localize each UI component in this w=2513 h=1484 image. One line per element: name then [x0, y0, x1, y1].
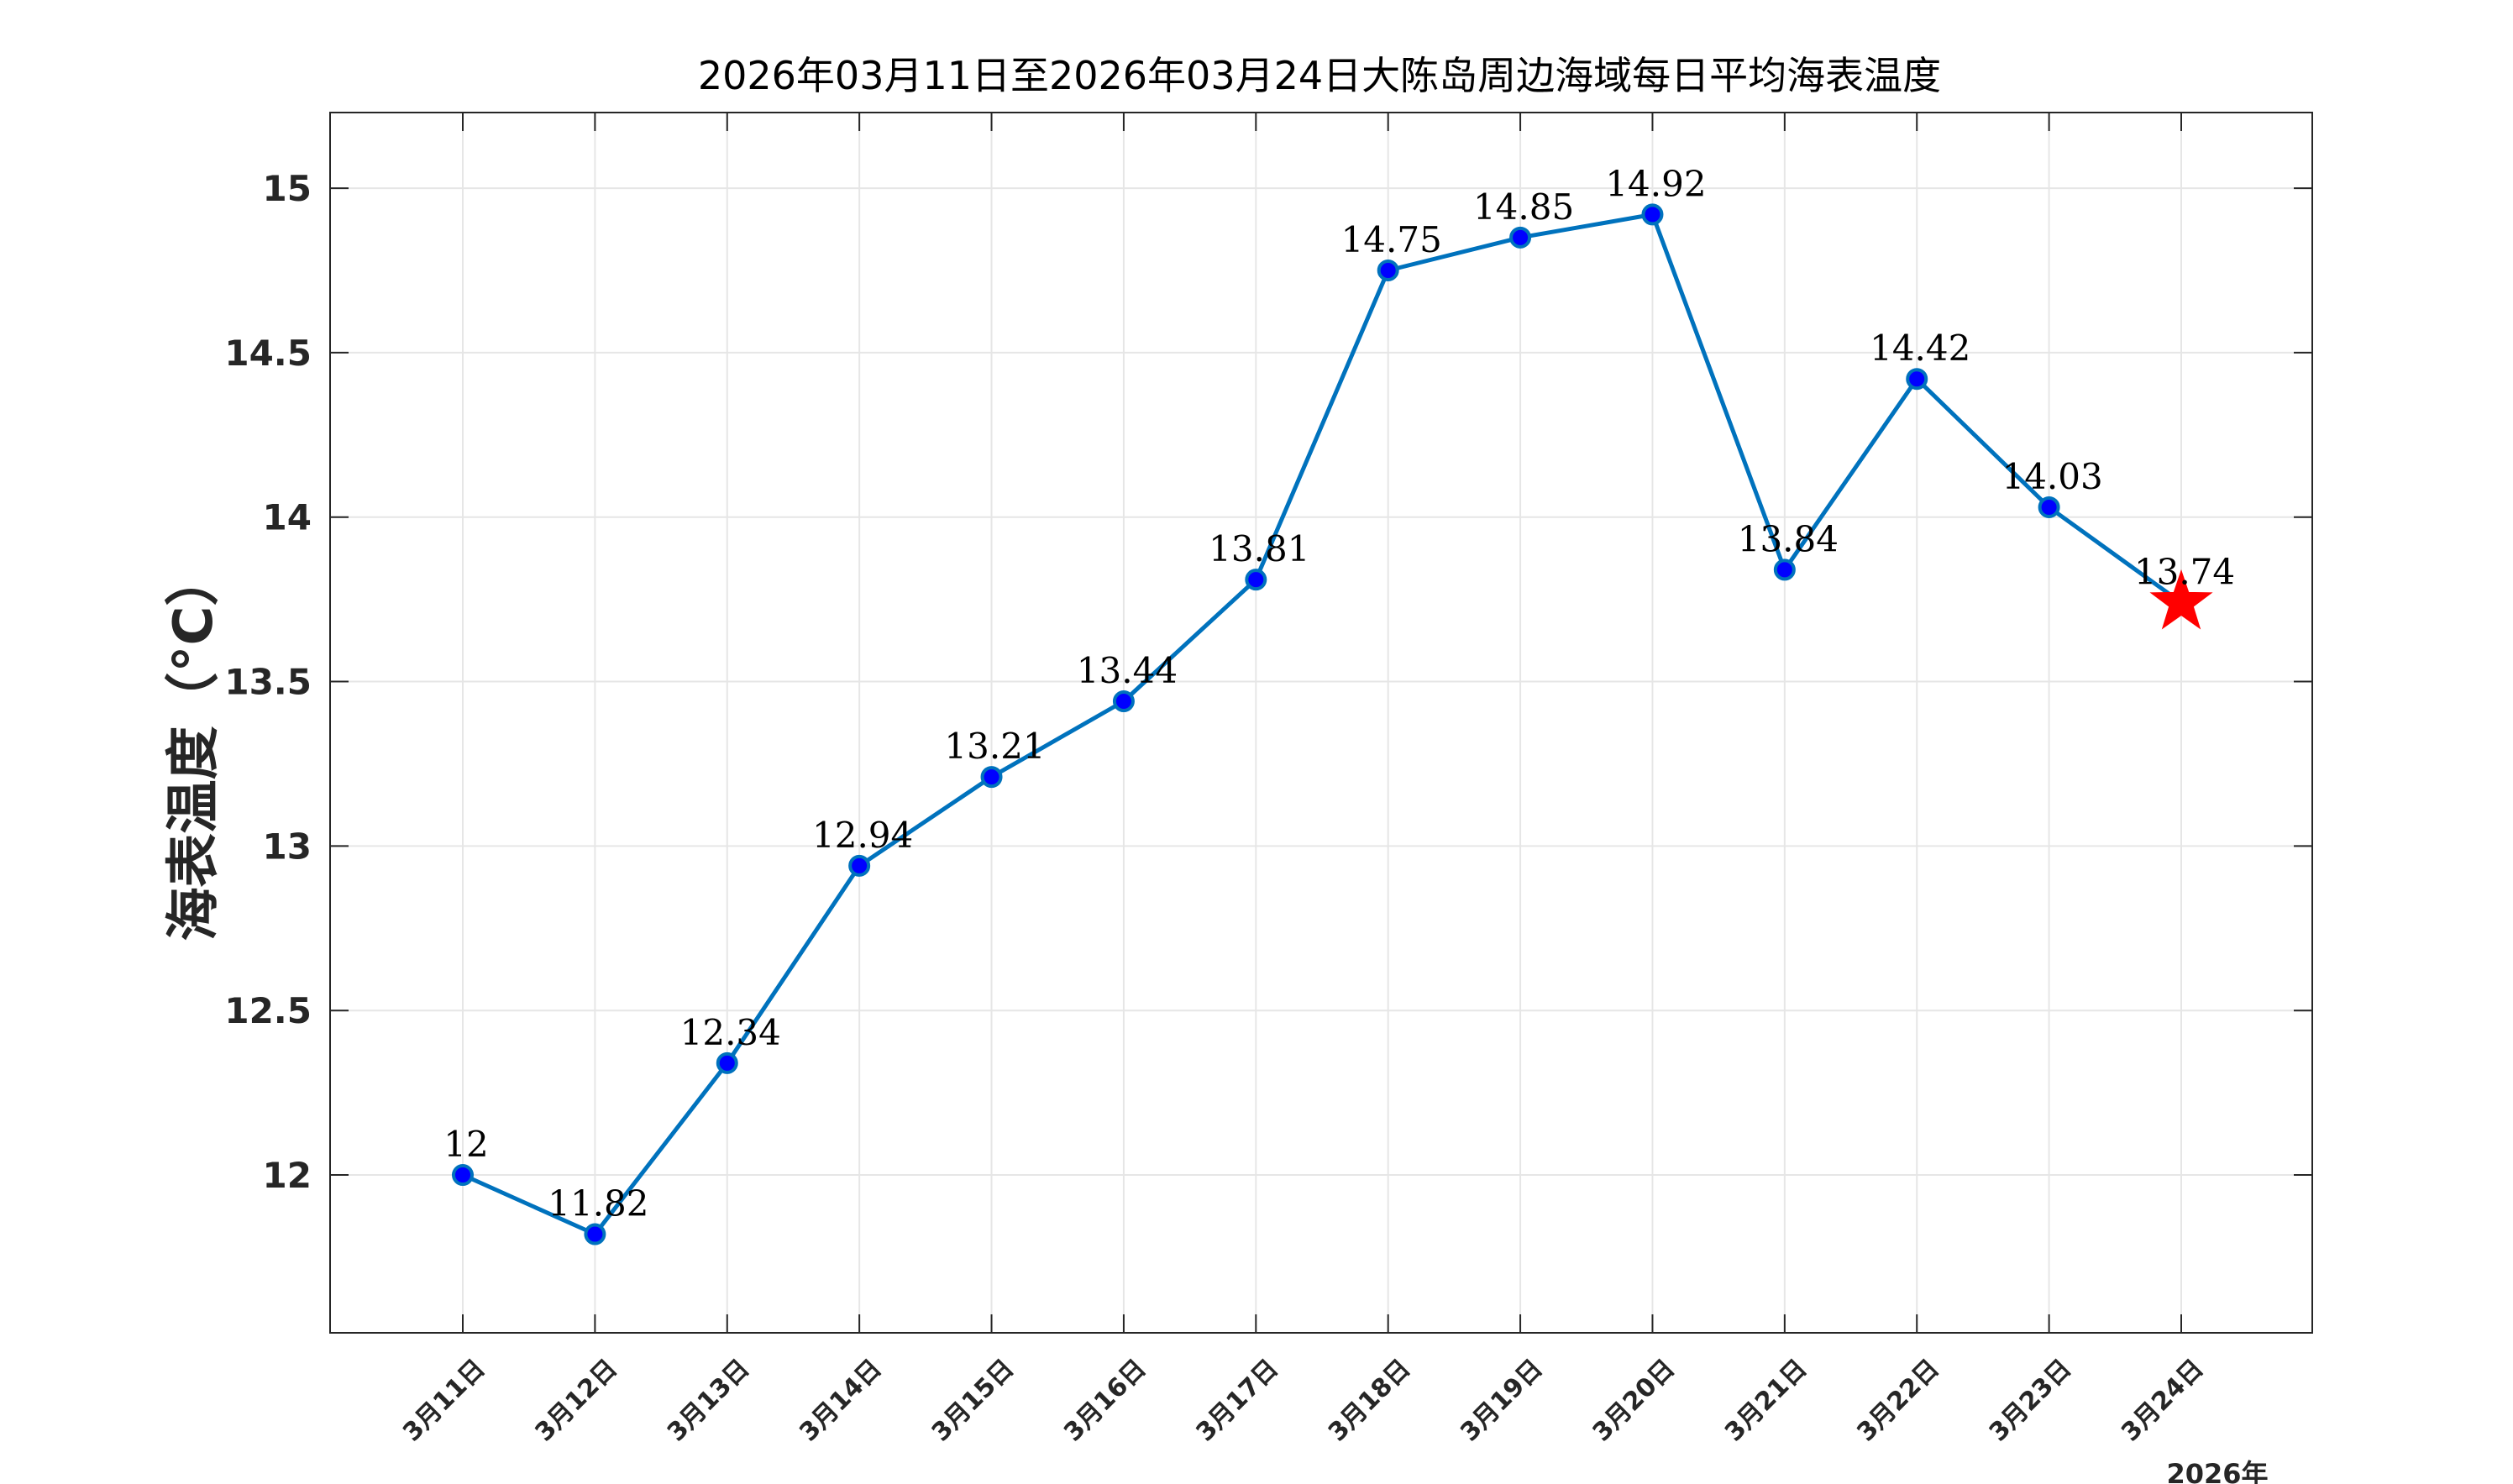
- data-labels: 12 11.82 12.34 12.94 13.21 13.44 13.81 14.75 14.…: [443, 163, 2235, 1224]
- y-tick-label: 14: [263, 497, 312, 538]
- x-tick-label: 3月20日: [1587, 1354, 1681, 1447]
- plot-frame: [329, 112, 2313, 1334]
- x-tick-label: 3月19日: [1455, 1354, 1548, 1447]
- data-point-marker: [980, 766, 1003, 789]
- data-label: 12.94: [812, 815, 913, 856]
- axis-ticks: [330, 113, 2312, 1333]
- data-point-marker: [1773, 558, 1796, 581]
- series-markers: [452, 203, 2213, 1245]
- data-point-marker: [2038, 496, 2060, 518]
- x-tick-label: 3月21日: [1719, 1354, 1813, 1447]
- data-label: 12: [443, 1124, 488, 1165]
- data-label: 13.44: [1077, 650, 1178, 691]
- x-tick-label: 3月23日: [1984, 1354, 2077, 1447]
- y-tick-label: 13: [263, 826, 312, 867]
- data-label: 11.82: [548, 1183, 648, 1224]
- data-point-marker: [716, 1051, 738, 1074]
- data-point-marker: [1245, 569, 1267, 591]
- x-tick-label: 3月15日: [926, 1354, 1020, 1447]
- x-tick-label: 3月12日: [530, 1354, 623, 1447]
- data-label: 13.81: [1209, 528, 1309, 569]
- chart-title: 2026年03月11日至2026年03月24日大陈岛周边海域每日平均海表温度: [698, 53, 1941, 98]
- highlight-star-marker: [2149, 569, 2213, 630]
- data-point-marker: [1509, 226, 1532, 249]
- data-point-marker: [1377, 259, 1399, 281]
- x-axis-year-label: 2026年: [2166, 1458, 2268, 1484]
- x-tick-labels: 3月11日 3月12日 3月13日 3月14日 3月15日 3月16日 3月17日 3月18日…: [397, 1354, 2209, 1447]
- y-tick-label: 12: [263, 1155, 312, 1196]
- x-tick-label: 3月13日: [662, 1354, 755, 1447]
- x-tick-label: 3月17日: [1191, 1354, 1284, 1447]
- data-point-marker: [1641, 203, 1664, 226]
- y-tick-labels: 12 12.5 13 13.5 14 14.5 15: [224, 168, 312, 1196]
- data-label: 13.84: [1738, 518, 1839, 559]
- data-label: 12.34: [680, 1012, 781, 1053]
- y-tick-label: 12.5: [224, 990, 312, 1031]
- x-tick-label: 3月16日: [1058, 1354, 1152, 1447]
- data-point-marker: [584, 1223, 606, 1245]
- series-sst: [461, 212, 2183, 1236]
- data-label: 14.85: [1473, 186, 1574, 228]
- x-tick-label: 3月22日: [1851, 1354, 1944, 1447]
- y-tick-label: 14.5: [224, 333, 312, 374]
- data-label: 14.92: [1605, 163, 1706, 204]
- x-tick-label: 3月11日: [397, 1354, 491, 1447]
- data-label: 14.42: [1870, 328, 1970, 369]
- x-tick-label: 3月24日: [2116, 1354, 2209, 1447]
- data-point-marker: [1906, 368, 1928, 391]
- data-label: 14.75: [1341, 219, 1442, 260]
- data-label: 13.74: [2134, 552, 2235, 593]
- data-point-marker: [452, 1164, 474, 1187]
- x-tick-label: 3月14日: [794, 1354, 887, 1447]
- grid-lines: [330, 113, 2312, 1333]
- series-line: [461, 212, 2183, 1236]
- x-tick-label: 3月18日: [1323, 1354, 1416, 1447]
- data-label: 13.21: [944, 726, 1045, 767]
- y-axis-label-group: 海表温度（°C）: [163, 553, 225, 941]
- y-tick-label: 15: [263, 168, 312, 209]
- y-tick-label: 13.5: [224, 662, 312, 703]
- y-axis-label: 海表温度（°C）: [163, 553, 225, 941]
- data-label: 14.03: [2001, 456, 2102, 497]
- data-point-marker: [1112, 690, 1135, 713]
- data-point-marker: [848, 854, 871, 877]
